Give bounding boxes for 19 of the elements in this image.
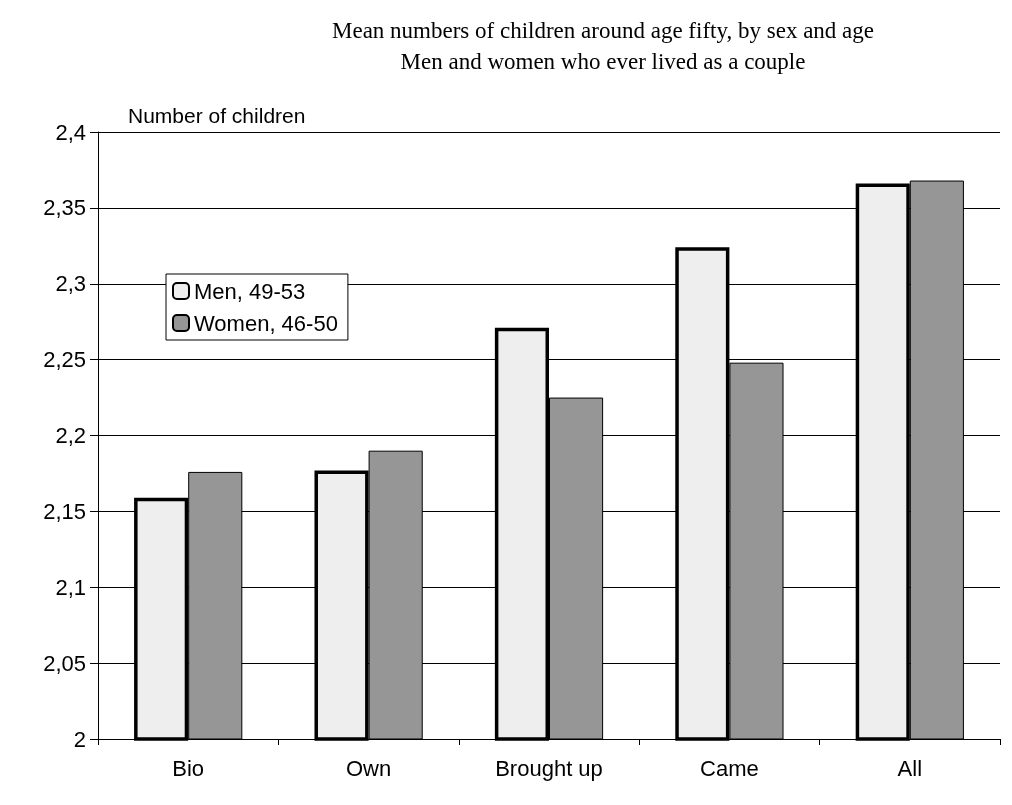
y-tick-label: 2,25 [43, 347, 86, 373]
y-tick-label: 2,3 [55, 271, 86, 297]
x-tick-label: Own [345, 755, 392, 781]
y-tick-label: 2 [73, 726, 86, 752]
x-tick-label: Brought up [495, 755, 603, 781]
y-tick-label: 2,15 [43, 498, 86, 524]
legend-label: Men, 49-53 [194, 278, 306, 304]
y-tick-label: 2,05 [43, 650, 86, 676]
chart-title: Mean numbers of children around age fifty, by sex and age [331, 18, 875, 43]
legend-label: Women, 46-50 [194, 310, 338, 336]
y-axis-title: Number of children [128, 104, 306, 127]
x-tick-label: Came [700, 755, 759, 781]
chart-subtitle: Men and women who ever lived as a couple [400, 49, 806, 74]
y-tick-label: 2,35 [43, 195, 86, 221]
x-tick-label: All [897, 755, 923, 781]
y-tick-label: 2,1 [55, 574, 86, 600]
y-tick-label: 2,2 [55, 423, 86, 448]
y-tick-label: 2,4 [55, 119, 86, 145]
x-tick-label: Bio [172, 755, 205, 781]
